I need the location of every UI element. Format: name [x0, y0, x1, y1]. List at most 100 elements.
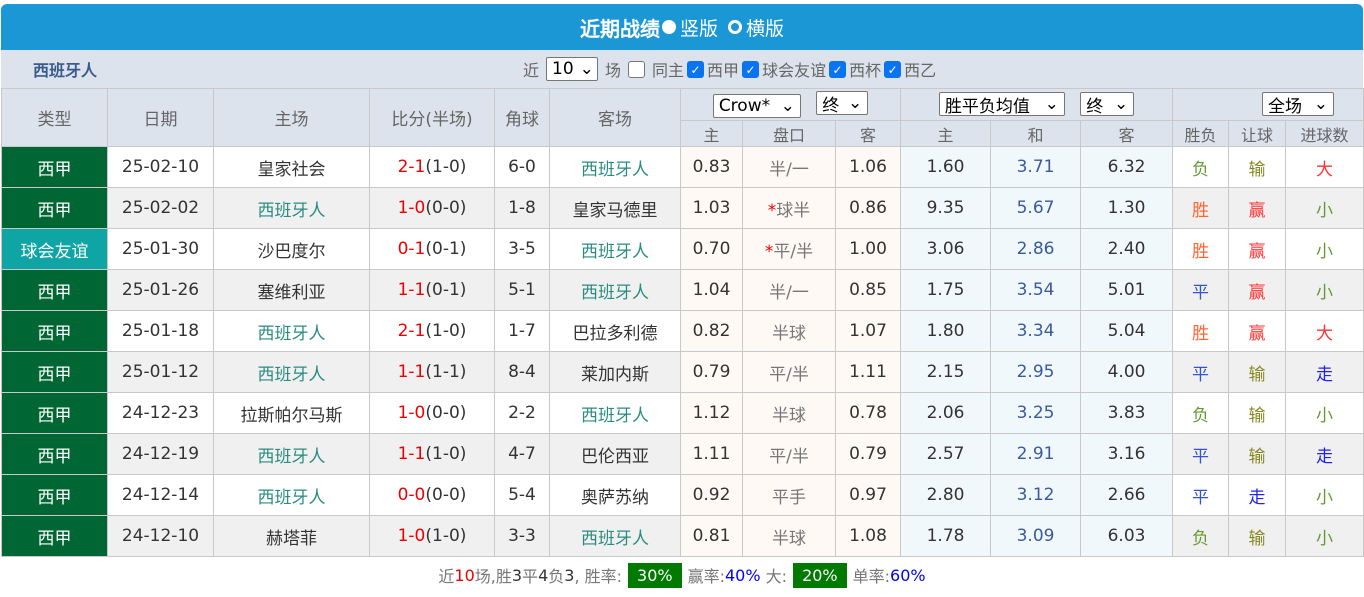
full-time-score: 0-0: [397, 485, 426, 505]
corners: 4-7: [494, 433, 550, 475]
over-rate-badge: 20%: [793, 562, 847, 588]
odds-stage-value: 终: [822, 95, 840, 116]
avg-draw-odds: 3.34: [990, 310, 1082, 352]
home-team[interactable]: 西班牙人: [213, 310, 370, 352]
match-type[interactable]: 西甲: [1, 269, 108, 311]
away-team[interactable]: 西班牙人: [549, 515, 681, 557]
home-team[interactable]: 西班牙人: [213, 351, 370, 393]
home-team[interactable]: 西班牙人: [213, 187, 370, 229]
recent-suffix: 场: [605, 61, 622, 80]
match-type[interactable]: 西甲: [1, 351, 108, 393]
goals-result: 小: [1285, 187, 1364, 229]
home-team[interactable]: 沙巴度尔: [213, 228, 370, 270]
score[interactable]: 2-1(1-0): [369, 146, 495, 188]
corners: 5-1: [494, 269, 550, 311]
odds-company-select[interactable]: Crow* ⌄: [712, 93, 801, 118]
score[interactable]: 0-0(0-0): [369, 474, 495, 516]
league-checkbox[interactable]: ✓: [884, 60, 902, 78]
match-type[interactable]: 西甲: [1, 187, 108, 229]
away-team[interactable]: 巴伦西亚: [549, 433, 681, 475]
match-date: 25-02-10: [107, 146, 214, 188]
recent-count-select[interactable]: 10 ⌄: [546, 57, 599, 81]
match-row: 西甲 24-12-10 赫塔菲 1-0(1-0) 3-3 西班牙人 0.81 半球 1.08 1.…: [1, 515, 1364, 557]
corners: 5-4: [494, 474, 550, 516]
league-checkbox[interactable]: ✓: [829, 60, 847, 78]
avg-stage-select[interactable]: 终 ⌄: [1080, 92, 1135, 117]
col-home: 主场: [213, 88, 370, 147]
score[interactable]: 1-0(0-0): [369, 392, 495, 434]
same-home-checkbox[interactable]: [628, 60, 646, 78]
ah-home-odds: 0.81: [680, 515, 743, 557]
avg-select[interactable]: 胜平负均值 ⌄: [938, 92, 1065, 117]
sub-col: 主: [900, 120, 992, 147]
match-row: 西甲 25-02-02 西班牙人 1-0(0-0) 1-8 皇家马德里 1.03 *球半 0.8…: [1, 187, 1364, 229]
handicap: 半球: [742, 310, 836, 352]
match-type[interactable]: 西甲: [1, 515, 108, 557]
home-team[interactable]: 赫塔菲: [213, 515, 370, 557]
chevron-down-icon: ⌄: [1044, 94, 1059, 115]
half-time-score: (1-1): [425, 362, 467, 382]
col-score: 比分(半场): [369, 88, 495, 147]
avg-draw-odds: 5.67: [990, 187, 1082, 229]
score[interactable]: 1-1(1-1): [369, 351, 495, 393]
score[interactable]: 1-0(1-0): [369, 515, 495, 557]
league-checkbox[interactable]: ✓: [742, 60, 760, 78]
match-type[interactable]: 西甲: [1, 146, 108, 188]
home-team[interactable]: 塞维利亚: [213, 269, 370, 311]
home-team[interactable]: 拉斯帕尔马斯: [213, 392, 370, 434]
away-team[interactable]: 西班牙人: [549, 269, 681, 311]
odds-stage-select[interactable]: 终 ⌄: [816, 91, 869, 116]
match-date: 25-01-12: [107, 351, 214, 393]
handicap-result: 输: [1228, 146, 1287, 188]
radio-vertical[interactable]: [661, 20, 676, 34]
away-team[interactable]: 西班牙人: [549, 392, 681, 434]
away-team[interactable]: 西班牙人: [549, 228, 681, 270]
result: 负: [1172, 146, 1230, 188]
league-label: 西杯: [849, 61, 882, 80]
away-team[interactable]: 西班牙人: [549, 146, 681, 188]
ah-away-odds: 0.85: [834, 269, 902, 311]
away-team[interactable]: 皇家马德里: [549, 187, 681, 229]
summary-text: 负: [548, 567, 565, 586]
summary-text: , 胜率:: [574, 567, 623, 586]
home-team[interactable]: 西班牙人: [213, 474, 370, 516]
away-team[interactable]: 巴拉多利德: [549, 310, 681, 352]
sub-col: 主: [680, 120, 743, 147]
radio-horizontal-label[interactable]: 横版: [746, 17, 785, 40]
league-checkbox[interactable]: ✓: [687, 60, 705, 78]
score[interactable]: 0-1(0-1): [369, 228, 495, 270]
full-time-score: 1-1: [397, 362, 426, 382]
away-team[interactable]: 奥萨苏纳: [549, 474, 681, 516]
result-header: 全场 ⌄: [1172, 88, 1364, 121]
radio-horizontal[interactable]: [728, 20, 742, 34]
half-time-score: (0-1): [425, 280, 467, 300]
score[interactable]: 1-1(1-0): [369, 433, 495, 475]
match-type[interactable]: 西甲: [1, 392, 108, 434]
ah-away-odds: 0.86: [834, 187, 902, 229]
score[interactable]: 1-0(0-0): [369, 187, 495, 229]
avg-home-odds: 9.35: [900, 187, 992, 229]
goals-result: 小: [1285, 228, 1364, 270]
home-team[interactable]: 皇家社会: [213, 146, 370, 188]
match-type[interactable]: 西甲: [1, 474, 108, 516]
result-scope-select[interactable]: 全场 ⌄: [1262, 92, 1335, 117]
ah-home-odds: 0.70: [680, 228, 743, 270]
score[interactable]: 1-1(0-1): [369, 269, 495, 311]
away-team[interactable]: 莱加内斯: [549, 351, 681, 393]
half-time-score: (1-0): [425, 444, 467, 464]
match-type[interactable]: 球会友谊: [1, 228, 108, 270]
handicap: *平/半: [742, 228, 836, 270]
sub-col: 客: [1080, 120, 1174, 147]
score[interactable]: 2-1(1-0): [369, 310, 495, 352]
home-team[interactable]: 西班牙人: [213, 433, 370, 475]
recent-record-panel: 近期战绩 竖版 横版 西班牙人 近 10 ⌄ 场 同主 ✓ 西甲 ✓ 球会友谊 ✓ 西杯…: [1, 4, 1364, 593]
match-type[interactable]: 西甲: [1, 433, 108, 475]
avg-draw-odds: 2.91: [990, 433, 1082, 475]
sub-col: 盘口: [742, 120, 836, 147]
ah-away-odds: 0.78: [834, 392, 902, 434]
handicap-result: 赢: [1228, 310, 1287, 352]
chevron-down-icon: ⌄: [1113, 94, 1129, 115]
radio-vertical-label[interactable]: 竖版: [679, 17, 718, 40]
full-time-score: 1-0: [397, 198, 426, 218]
match-type[interactable]: 西甲: [1, 310, 108, 352]
